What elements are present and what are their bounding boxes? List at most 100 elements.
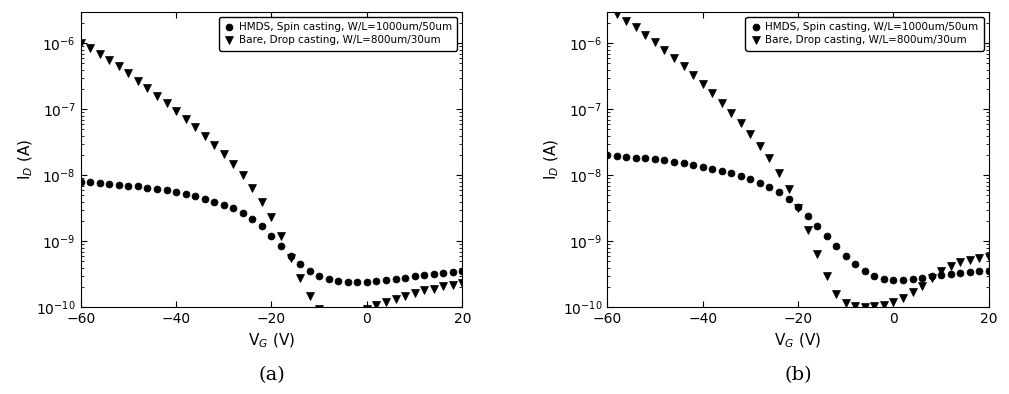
Bare, Drop casting, W/L=800um/30um (218, 152, 230, 156)
Bare, Drop casting, W/L=800um/30um (361, 307, 373, 311)
HMDS, Spin casting, W/L=1000um/50um (601, 153, 613, 158)
HMDS, Spin casting, W/L=1000um/50um (916, 275, 928, 280)
HMDS, Spin casting, W/L=1000um/50um (782, 197, 794, 201)
Bare, Drop casting, W/L=800um/30um (418, 288, 430, 293)
HMDS, Spin casting, W/L=1000um/50um (370, 279, 382, 283)
Bare, Drop casting, W/L=800um/30um (227, 161, 239, 166)
Bare, Drop casting, W/L=800um/30um (246, 185, 258, 190)
Line: Bare, Drop casting, W/L=800um/30um: Bare, Drop casting, W/L=800um/30um (77, 39, 466, 318)
Bare, Drop casting, W/L=800um/30um (735, 121, 747, 125)
HMDS, Spin casting, W/L=1000um/50um (745, 177, 757, 182)
HMDS, Spin casting, W/L=1000um/50um (677, 161, 689, 166)
HMDS, Spin casting, W/L=1000um/50um (151, 187, 163, 191)
HMDS, Spin casting, W/L=1000um/50um (132, 184, 144, 189)
Bare, Drop casting, W/L=800um/30um (294, 275, 306, 280)
HMDS, Spin casting, W/L=1000um/50um (715, 169, 727, 173)
HMDS, Spin casting, W/L=1000um/50um (754, 180, 766, 185)
Bare, Drop casting, W/L=800um/30um (925, 275, 937, 280)
HMDS, Spin casting, W/L=1000um/50um (773, 190, 785, 195)
HMDS, Spin casting, W/L=1000um/50um (906, 277, 918, 281)
Line: HMDS, Spin casting, W/L=1000um/50um: HMDS, Spin casting, W/L=1000um/50um (603, 152, 992, 283)
Bare, Drop casting, W/L=800um/30um (171, 108, 183, 113)
HMDS, Spin casting, W/L=1000um/50um (428, 271, 440, 276)
HMDS, Spin casting, W/L=1000um/50um (801, 214, 813, 219)
HMDS, Spin casting, W/L=1000um/50um (735, 174, 747, 178)
Bare, Drop casting, W/L=800um/30um (983, 255, 995, 259)
HMDS, Spin casting, W/L=1000um/50um (227, 206, 239, 210)
HMDS, Spin casting, W/L=1000um/50um (887, 277, 899, 282)
HMDS, Spin casting, W/L=1000um/50um (199, 197, 211, 201)
HMDS, Spin casting, W/L=1000um/50um (409, 273, 421, 278)
Bare, Drop casting, W/L=800um/30um (878, 302, 890, 307)
HMDS, Spin casting, W/L=1000um/50um (839, 254, 852, 258)
HMDS, Spin casting, W/L=1000um/50um (332, 279, 344, 283)
HMDS, Spin casting, W/L=1000um/50um (621, 154, 633, 159)
HMDS, Spin casting, W/L=1000um/50um (659, 158, 671, 163)
Text: (b): (b) (784, 366, 812, 385)
HMDS, Spin casting, W/L=1000um/50um (237, 210, 249, 215)
Bare, Drop casting, W/L=800um/30um (935, 269, 947, 274)
Bare, Drop casting, W/L=800um/30um (850, 303, 862, 308)
Bare, Drop casting, W/L=800um/30um (256, 199, 268, 204)
Bare, Drop casting, W/L=800um/30um (304, 294, 316, 298)
Bare, Drop casting, W/L=800um/30um (887, 300, 899, 305)
Bare, Drop casting, W/L=800um/30um (687, 73, 699, 78)
Bare, Drop casting, W/L=800um/30um (313, 307, 325, 311)
Bare, Drop casting, W/L=800um/30um (764, 156, 776, 161)
HMDS, Spin casting, W/L=1000um/50um (246, 216, 258, 221)
HMDS, Spin casting, W/L=1000um/50um (313, 273, 325, 278)
Bare, Drop casting, W/L=800um/30um (323, 310, 335, 314)
HMDS, Spin casting, W/L=1000um/50um (878, 277, 890, 281)
Bare, Drop casting, W/L=800um/30um (180, 116, 192, 121)
Bare, Drop casting, W/L=800um/30um (839, 301, 852, 306)
Bare, Drop casting, W/L=800um/30um (630, 25, 642, 30)
Text: (a): (a) (258, 366, 285, 385)
HMDS, Spin casting, W/L=1000um/50um (974, 269, 986, 274)
HMDS, Spin casting, W/L=1000um/50um (265, 234, 277, 238)
Bare, Drop casting, W/L=800um/30um (342, 311, 354, 316)
HMDS, Spin casting, W/L=1000um/50um (171, 190, 183, 194)
HMDS, Spin casting, W/L=1000um/50um (418, 273, 430, 277)
Bare, Drop casting, W/L=800um/30um (94, 51, 106, 56)
Y-axis label: I$_D$ (A): I$_D$ (A) (543, 139, 561, 180)
HMDS, Spin casting, W/L=1000um/50um (859, 269, 871, 274)
HMDS, Spin casting, W/L=1000um/50um (294, 262, 306, 267)
Bare, Drop casting, W/L=800um/30um (389, 296, 402, 301)
HMDS, Spin casting, W/L=1000um/50um (389, 277, 402, 281)
HMDS, Spin casting, W/L=1000um/50um (811, 224, 823, 229)
Bare, Drop casting, W/L=800um/30um (782, 187, 794, 191)
HMDS, Spin casting, W/L=1000um/50um (668, 160, 680, 164)
HMDS, Spin casting, W/L=1000um/50um (935, 273, 947, 277)
Bare, Drop casting, W/L=800um/30um (696, 82, 708, 87)
Bare, Drop casting, W/L=800um/30um (610, 11, 623, 16)
HMDS, Spin casting, W/L=1000um/50um (84, 180, 96, 185)
HMDS, Spin casting, W/L=1000um/50um (160, 188, 173, 193)
HMDS, Spin casting, W/L=1000um/50um (75, 179, 87, 184)
HMDS, Spin casting, W/L=1000um/50um (897, 277, 909, 282)
Bare, Drop casting, W/L=800um/30um (745, 132, 757, 137)
Bare, Drop casting, W/L=800um/30um (601, 5, 613, 10)
Bare, Drop casting, W/L=800um/30um (668, 56, 680, 60)
HMDS, Spin casting, W/L=1000um/50um (764, 185, 776, 190)
X-axis label: V$_G$ (V): V$_G$ (V) (775, 332, 821, 350)
Legend: HMDS, Spin casting, W/L=1000um/50um, Bare, Drop casting, W/L=800um/30um: HMDS, Spin casting, W/L=1000um/50um, Bar… (746, 17, 984, 50)
Bare, Drop casting, W/L=800um/30um (725, 111, 738, 115)
HMDS, Spin casting, W/L=1000um/50um (964, 270, 976, 275)
X-axis label: V$_G$ (V): V$_G$ (V) (248, 332, 295, 350)
Bare, Drop casting, W/L=800um/30um (84, 46, 96, 50)
Line: Bare, Drop casting, W/L=800um/30um: Bare, Drop casting, W/L=800um/30um (603, 3, 993, 311)
HMDS, Spin casting, W/L=1000um/50um (850, 262, 862, 267)
HMDS, Spin casting, W/L=1000um/50um (640, 156, 652, 161)
Bare, Drop casting, W/L=800um/30um (811, 251, 823, 256)
Bare, Drop casting, W/L=800um/30um (677, 64, 689, 69)
HMDS, Spin casting, W/L=1000um/50um (323, 277, 335, 281)
HMDS, Spin casting, W/L=1000um/50um (208, 199, 220, 204)
Bare, Drop casting, W/L=800um/30um (706, 91, 718, 96)
Bare, Drop casting, W/L=800um/30um (285, 256, 297, 261)
HMDS, Spin casting, W/L=1000um/50um (342, 280, 354, 284)
Y-axis label: I$_D$ (A): I$_D$ (A) (16, 139, 35, 180)
Line: HMDS, Spin casting, W/L=1000um/50um: HMDS, Spin casting, W/L=1000um/50um (78, 178, 466, 286)
Bare, Drop casting, W/L=800um/30um (964, 258, 976, 262)
Bare, Drop casting, W/L=800um/30um (399, 294, 411, 298)
Bare, Drop casting, W/L=800um/30um (447, 282, 459, 287)
